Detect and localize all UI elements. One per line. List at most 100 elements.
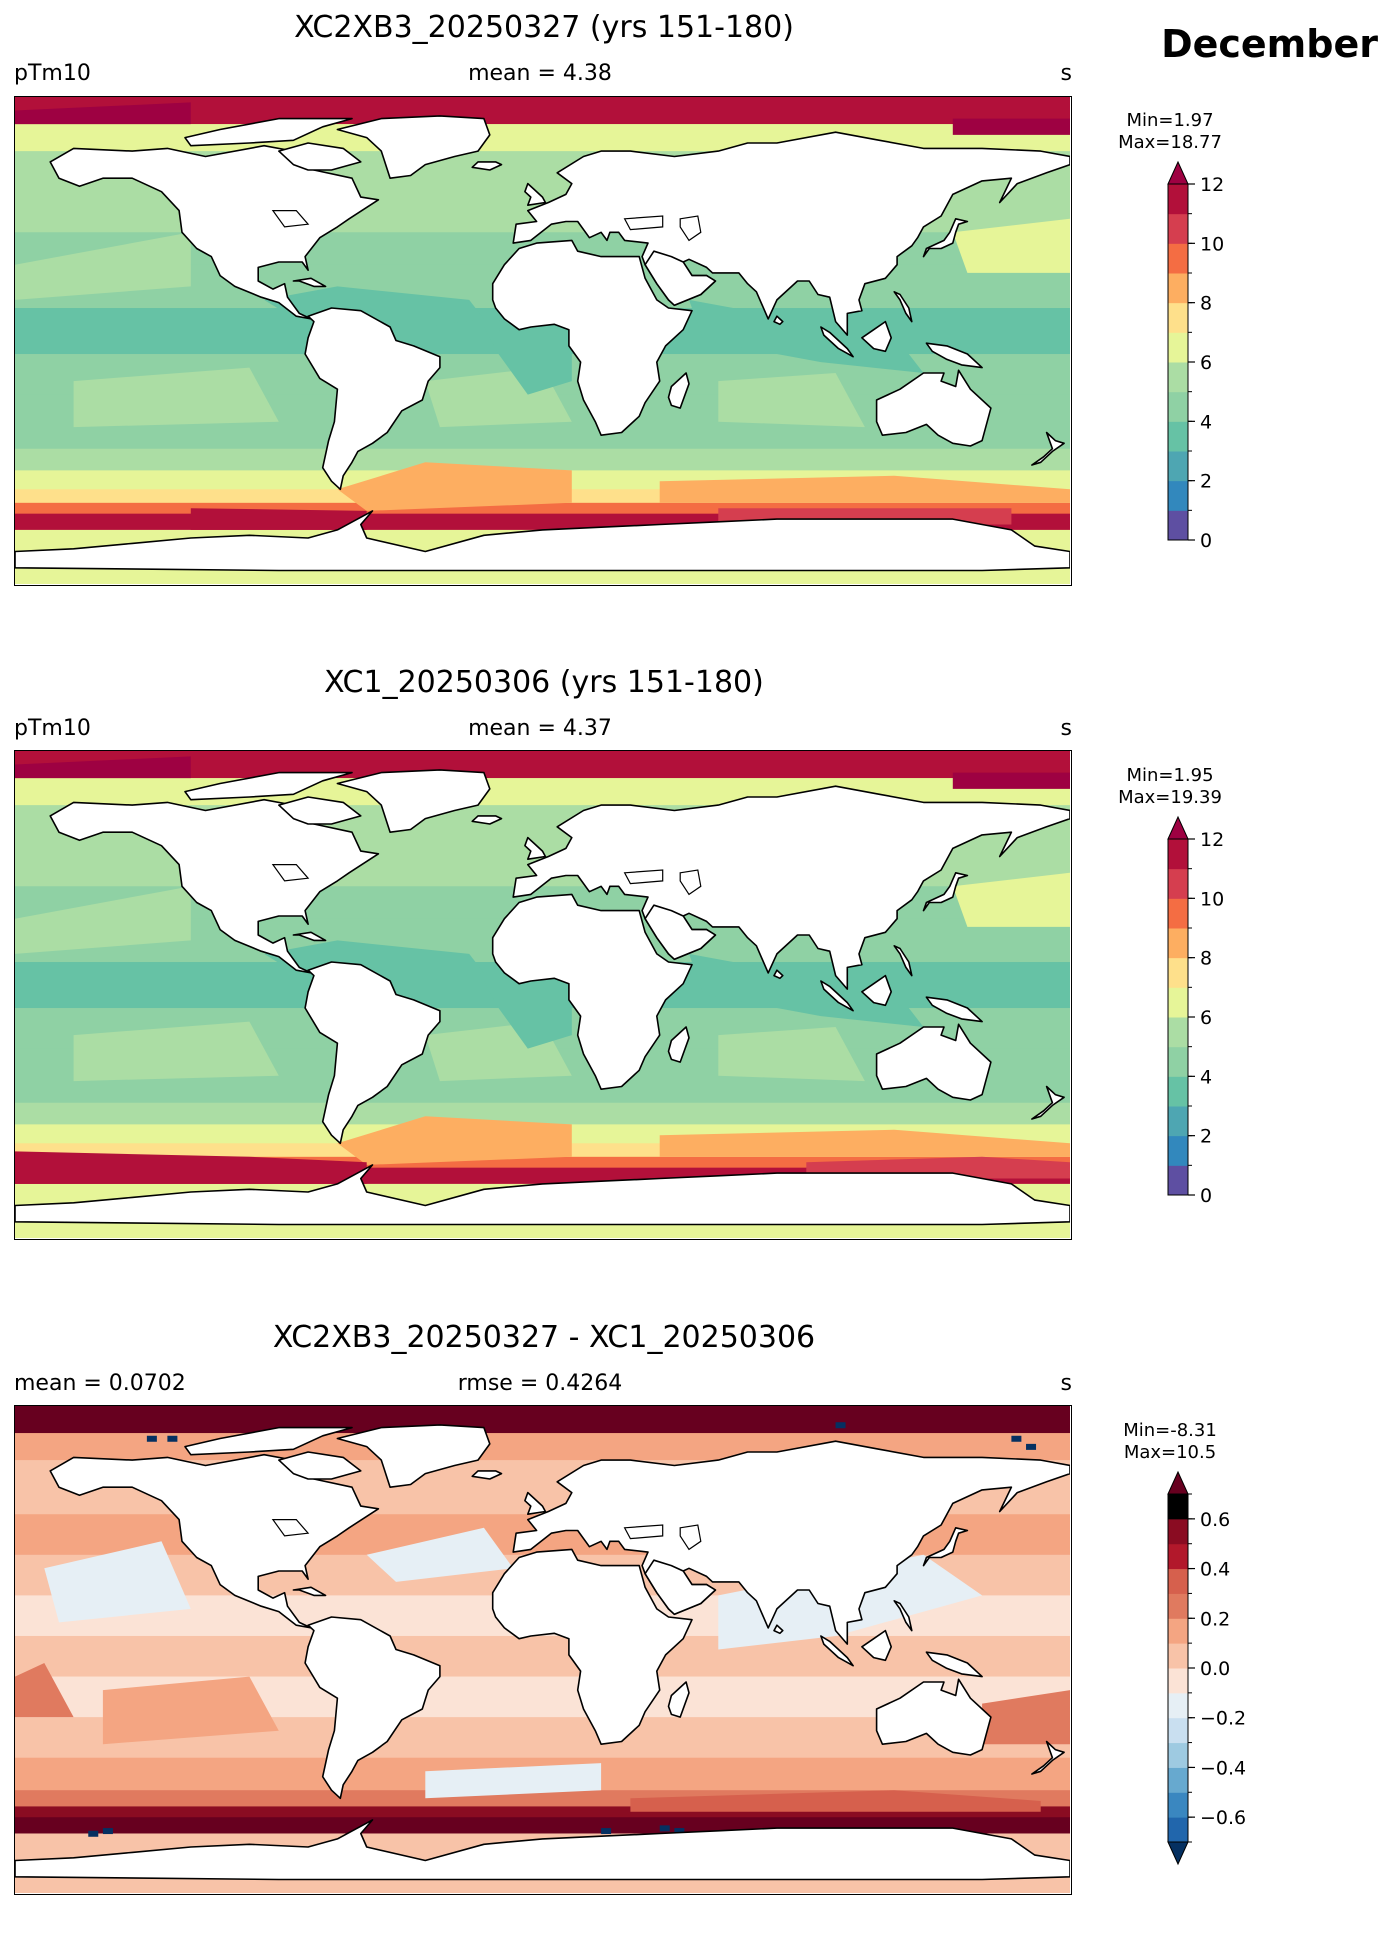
land-philippines	[893, 945, 913, 977]
colorbar-band	[1168, 1767, 1188, 1793]
land-africa	[491, 893, 693, 1091]
colorbar-extend-max	[1167, 1470, 1189, 1495]
colorbar-band	[1168, 184, 1188, 215]
land-canadian-islands	[184, 771, 353, 801]
land-cuba	[292, 277, 327, 288]
land-south-america	[304, 307, 441, 491]
land-baffin	[277, 796, 362, 825]
colorbar-band	[1168, 1165, 1188, 1196]
colorbar-band	[1168, 868, 1188, 899]
land-borneo	[861, 974, 893, 1007]
panel-2-map-svg	[15, 751, 1070, 1238]
panel-3-title: XC2XB3_20250327 - XC1_20250306	[272, 1320, 816, 1355]
land-arabia-fill	[644, 1559, 717, 1616]
field-patch	[337, 462, 572, 511]
panel-3-max-label: Max=10.5	[1123, 1442, 1217, 1463]
field-patch	[337, 1116, 572, 1165]
field-patch	[483, 981, 572, 1049]
panel-3-min-label: Min=-8.31	[1123, 1420, 1217, 1441]
panel-1-variable-label: pTm10	[14, 61, 91, 86]
colorbar-band	[1168, 1817, 1188, 1843]
colorbar-tick-label: 8	[1200, 293, 1212, 315]
field-cell	[674, 1828, 685, 1835]
great-lakes	[271, 209, 310, 228]
colorbar-band	[1168, 1717, 1188, 1744]
colorbar-tick-label: −0.2	[1200, 1708, 1246, 1730]
field-patch	[366, 1527, 514, 1582]
field-cell	[88, 1830, 99, 1837]
land-sumatra	[820, 326, 854, 358]
land-madagascar	[667, 1026, 690, 1063]
colorbar-band	[1168, 391, 1188, 422]
field-cell	[146, 1435, 157, 1442]
land-south-america	[304, 961, 441, 1145]
field-patch	[73, 367, 279, 428]
colorbar-tick-label: 6	[1200, 352, 1212, 374]
panel-2-colorbar-svg: 0 2 4 6 8 10 12	[1167, 815, 1224, 1207]
land-uk	[524, 182, 547, 206]
colorbar-band	[1168, 302, 1188, 333]
land-baffin	[277, 142, 362, 171]
colorbar-tick-label: 12	[1200, 174, 1224, 196]
colorbar-band	[1168, 1518, 1188, 1545]
colorbar-band	[1168, 1792, 1188, 1818]
colorbar-band	[1168, 213, 1188, 244]
field-cell	[167, 1435, 178, 1442]
land-new-guinea	[925, 996, 983, 1023]
land-eurasia	[512, 1440, 1070, 1645]
land-new-zealand	[1031, 1085, 1065, 1120]
land-new-guinea	[925, 342, 983, 369]
land-greenland	[336, 1424, 491, 1488]
land-south-america	[304, 1616, 441, 1800]
panel-3-rmse-label: rmse = 0.4264	[457, 1371, 623, 1396]
land-philippines	[893, 1600, 913, 1632]
panel-3-mean-label: mean = 0.0702	[14, 1371, 186, 1396]
field-band	[15, 1635, 1070, 1678]
colorbar-extend-max	[1167, 815, 1189, 840]
land-sumatra	[820, 980, 854, 1012]
field-band	[15, 97, 1070, 125]
field-patch	[190, 508, 367, 530]
land-sri-lanka	[773, 315, 784, 326]
field-patch	[44, 1541, 191, 1623]
land-madagascar	[667, 372, 690, 409]
colorbar-band	[1168, 1742, 1188, 1768]
field-patch	[15, 1151, 367, 1184]
field-patch	[73, 1021, 279, 1082]
coastlines	[15, 1424, 1070, 1881]
land-new-zealand	[1031, 1740, 1065, 1775]
panel-2-title: XC1_20250306 (yrs 151-180)	[324, 665, 764, 700]
colorbar-tick-label: 2	[1200, 471, 1212, 493]
panel-3-unit-label: s	[1060, 1371, 1072, 1396]
land-borneo	[861, 320, 893, 353]
panel-1-colorbar-svg: 0 2 4 6 8 10 12	[1167, 160, 1224, 552]
field-patch	[952, 772, 1070, 789]
colorbar-tick-label: 10	[1200, 233, 1224, 255]
land-canadian-islands	[184, 117, 353, 147]
black-sea	[623, 215, 664, 231]
land-canadian-islands	[184, 1426, 353, 1456]
colorbar-extend-min	[1167, 1841, 1189, 1866]
colorbar-tick-label: −0.4	[1200, 1757, 1246, 1779]
land-madagascar	[667, 1681, 690, 1718]
colorbar-band	[1168, 332, 1188, 363]
panel-2-min-label: Min=1.95	[1126, 765, 1214, 786]
field-patch	[718, 1027, 865, 1082]
colorbar-band	[1168, 1568, 1188, 1594]
panel-1-mean-label: mean = 4.38	[468, 61, 612, 86]
coastlines	[15, 115, 1070, 572]
colorbar-tick-label: 0.0	[1200, 1658, 1230, 1680]
caspian-sea	[679, 869, 702, 896]
panel-1-colorbar: 0 2 4 6 8 10 12	[1160, 160, 1280, 570]
land-new-zealand	[1031, 431, 1065, 466]
colorbar-tick-label: 0	[1200, 1185, 1212, 1207]
panel-1-unit-label: s	[1060, 61, 1072, 86]
land-africa	[491, 239, 693, 437]
colorbar-tick-label: 0.2	[1200, 1608, 1230, 1630]
colorbar-tick-label: 0	[1200, 530, 1212, 552]
land-greenland	[336, 769, 491, 833]
field-patch	[659, 475, 1070, 503]
colorbar-band	[1168, 421, 1188, 452]
land-borneo	[861, 1629, 893, 1662]
field-patch	[483, 327, 572, 395]
